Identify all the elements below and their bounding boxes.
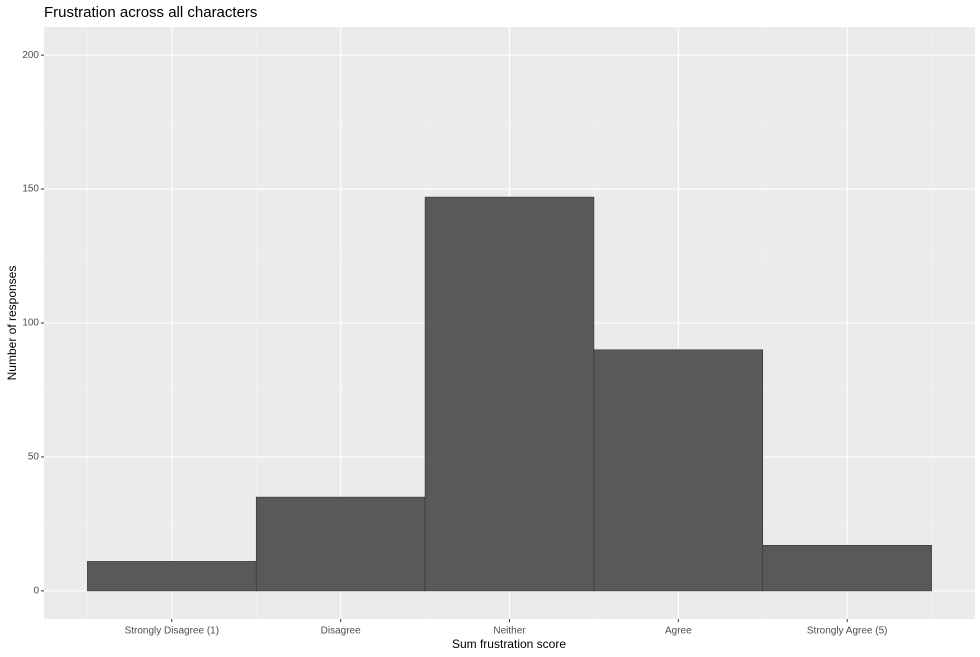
bar: [87, 561, 257, 592]
x-tick-label: Agree: [665, 626, 692, 637]
bar: [255, 496, 426, 592]
x-axis-title: Sum frustration score: [452, 637, 566, 651]
y-tick-label: 100: [22, 318, 39, 329]
x-tick-label: Strongly Agree (5): [807, 626, 888, 637]
bar: [762, 545, 932, 592]
bar: [593, 349, 764, 592]
y-tick-label: 200: [22, 50, 39, 61]
x-tick-label: Neither: [493, 626, 526, 637]
y-tick-label: 150: [22, 184, 39, 195]
bar: [424, 196, 595, 592]
y-tick-label: 0: [33, 586, 39, 597]
x-tick-label: Strongly Disagree (1): [125, 626, 219, 637]
y-tick-label: 50: [28, 452, 40, 463]
chart-title: Frustration across all characters: [44, 4, 257, 21]
x-tick-label: Disagree: [321, 626, 361, 637]
y-axis-title: Number of responses: [5, 266, 19, 381]
